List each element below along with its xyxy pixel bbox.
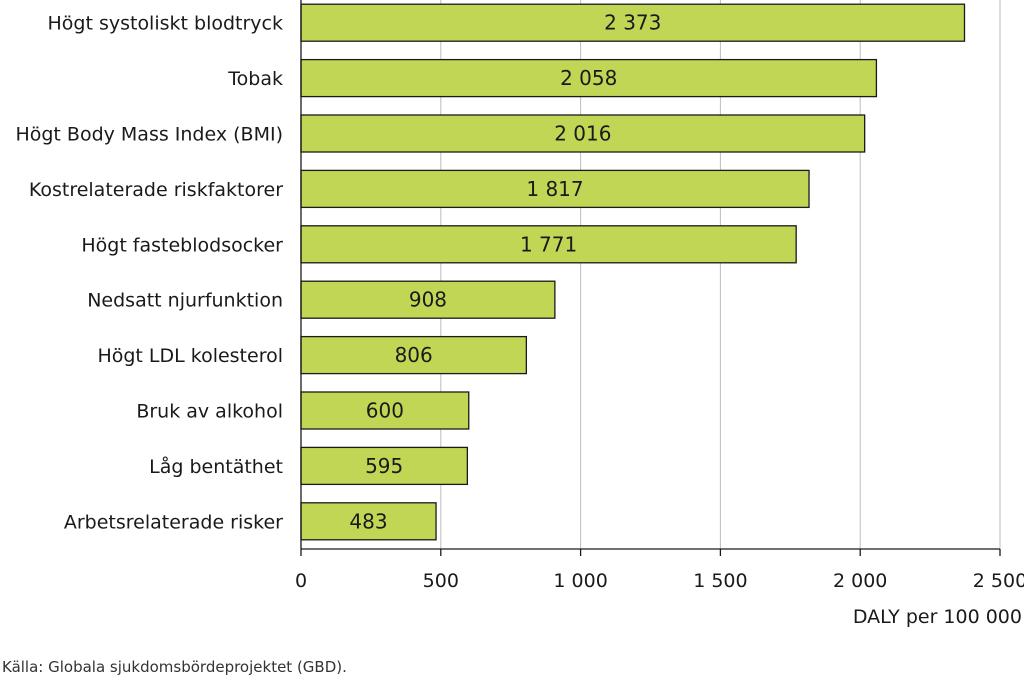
x-tick-label: 1 000 [553, 570, 607, 592]
bar-value-label: 2 373 [604, 11, 661, 35]
bar [300, 335, 528, 375]
category-labels: Högt systoliskt blodtryck Tobak Högt Body … [15, 13, 283, 534]
bar-value-label: 1 817 [526, 177, 583, 201]
bar [300, 225, 797, 264]
category-label: Högt Body Mass Index (BMI) [15, 124, 283, 146]
category-label: Högt LDL kolesterol [97, 345, 283, 367]
x-tick-label: 2 500 [973, 570, 1024, 592]
category-label: Bruk av alkohol [136, 401, 283, 423]
bars: 2 373 2 058 2 016 1 817 1 771 908 806 600 595 483 [300, 3, 966, 541]
bar-value-label: 600 [366, 399, 404, 423]
bar-value-label: 595 [365, 454, 403, 478]
x-axis: 0 500 1 000 1 500 2 000 2 500 [295, 0, 1024, 592]
x-axis-title: DALY per 100 000 [853, 606, 1022, 628]
bar [300, 169, 810, 209]
bar-value-label: 908 [409, 288, 447, 312]
category-label: Tobak [227, 68, 283, 90]
bar [300, 391, 470, 430]
bar [300, 280, 556, 319]
bar [300, 446, 469, 486]
category-label: Högt fasteblodsocker [81, 234, 283, 256]
bar-value-label: 2 058 [560, 66, 617, 90]
x-tick-label: 0 [295, 570, 307, 592]
x-tick-label: 500 [423, 570, 459, 592]
x-tick-label: 1 500 [693, 570, 747, 592]
source-note: Källa: Globala sjukdomsbördeprojektet (G… [2, 658, 347, 676]
bar [300, 3, 966, 42]
category-label: Arbetsrelaterade risker [64, 511, 283, 533]
category-label: Högt systoliskt blodtryck [47, 13, 283, 35]
bar-value-label: 1 771 [520, 232, 577, 256]
bar-value-label: 806 [395, 343, 433, 367]
bar-value-label: 2 016 [554, 122, 611, 146]
category-label: Nedsatt njurfunktion [87, 290, 283, 312]
bar [300, 502, 437, 541]
category-label: Kostrelaterade riskfaktorer [29, 179, 283, 201]
category-label: Låg bentäthet [149, 455, 283, 478]
x-tick-label: 2 000 [833, 570, 887, 592]
bar-value-label: 483 [349, 509, 387, 533]
bar [300, 114, 866, 153]
